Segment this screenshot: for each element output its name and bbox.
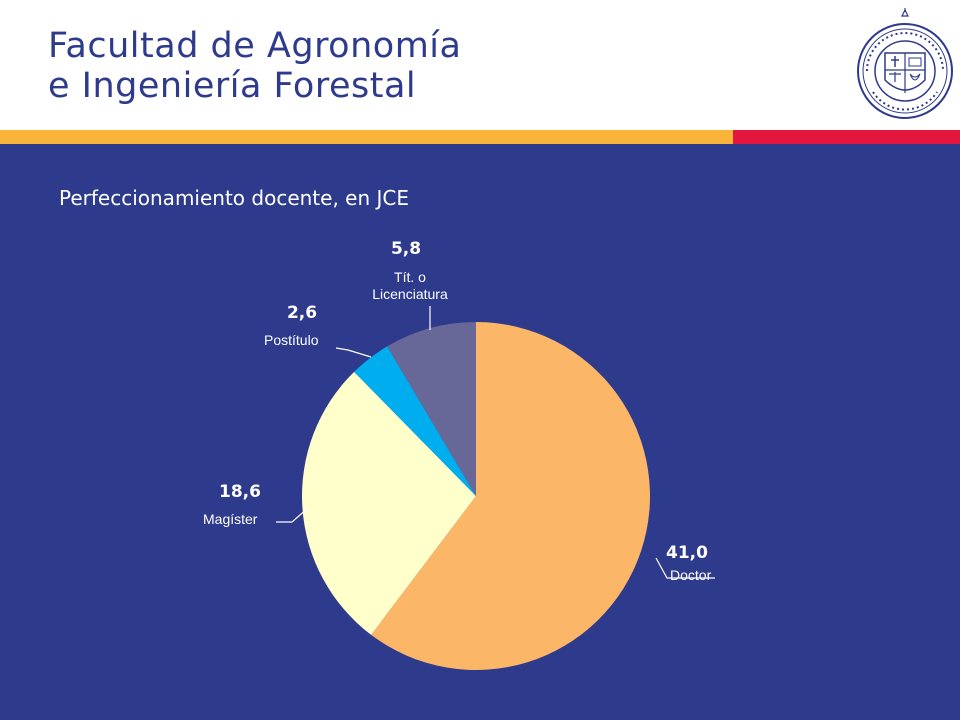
value-label-1: 18,6 bbox=[219, 482, 261, 502]
pie-slice-0 bbox=[371, 322, 650, 670]
title-line-1: Facultad de Agronomía bbox=[48, 26, 462, 66]
pie-slice-1 bbox=[302, 371, 476, 635]
title-line-2: e Ingeniería Forestal bbox=[48, 66, 417, 106]
pie-slice-2 bbox=[354, 346, 476, 496]
value-label-2: 2,6 bbox=[287, 303, 317, 323]
pie-labels: 41,0 Doctor 18,6 Magíster 2,6 Postítulo 5,8 Tít… bbox=[203, 239, 715, 583]
pie-slices bbox=[302, 322, 650, 670]
category-label-0: Doctor bbox=[670, 567, 712, 583]
value-label-0: 41,0 bbox=[666, 543, 708, 563]
leader-line-1 bbox=[276, 507, 309, 523]
stripe-red bbox=[733, 130, 960, 144]
value-label-3: 5,8 bbox=[391, 239, 421, 259]
leader-line-0 bbox=[655, 557, 715, 579]
category-label-1: Magíster bbox=[203, 511, 258, 527]
stripe-yellow bbox=[0, 130, 733, 144]
chart-title: Perfeccionamiento docente, en JCE bbox=[59, 186, 409, 210]
header: Facultad de Agronomía e Ingeniería Fores… bbox=[0, 0, 960, 130]
category-label-2: Postítulo bbox=[264, 332, 319, 348]
leader-line-2 bbox=[335, 347, 372, 358]
page-title: Facultad de Agronomía e Ingeniería Fores… bbox=[48, 26, 461, 106]
pie-slice-3 bbox=[387, 322, 476, 496]
category-label-3: Tít. o Licenciatura bbox=[372, 269, 448, 302]
university-seal-icon bbox=[857, 8, 953, 119]
